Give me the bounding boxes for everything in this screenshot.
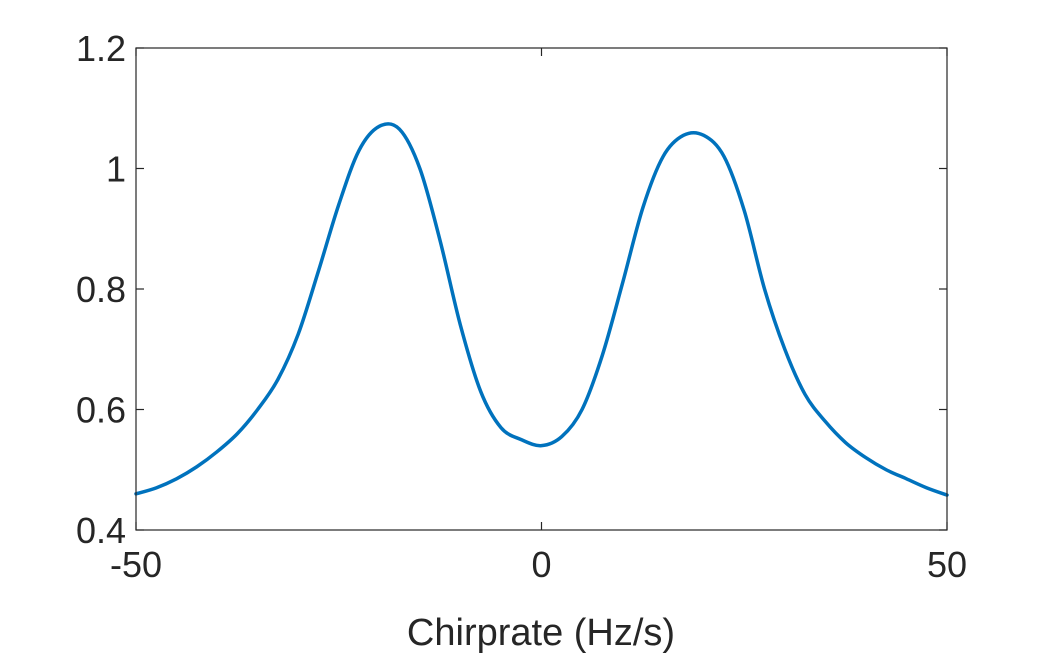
axes-box	[135, 47, 948, 531]
series-layer	[134, 122, 949, 497]
labels-layer: -50 0 50 0.4 0.6 0.8 1 1.2	[76, 28, 967, 585]
x-tick-label-1: 0	[531, 544, 551, 585]
series-line-0	[134, 122, 949, 497]
y-tick-label-3: 1	[106, 149, 126, 190]
y-tick-label-4: 1.2	[76, 28, 126, 69]
x-tick-label-0: -50	[110, 544, 162, 585]
y-tick-label-0: 0.4	[76, 510, 126, 551]
y-tick-label-2: 0.8	[76, 269, 126, 310]
y-tick-label-1: 0.6	[76, 390, 126, 431]
plot-background	[136, 48, 947, 530]
x-tick-label-2: 50	[927, 544, 967, 585]
x-axis-label: Chirprate (Hz/s)	[407, 612, 675, 654]
